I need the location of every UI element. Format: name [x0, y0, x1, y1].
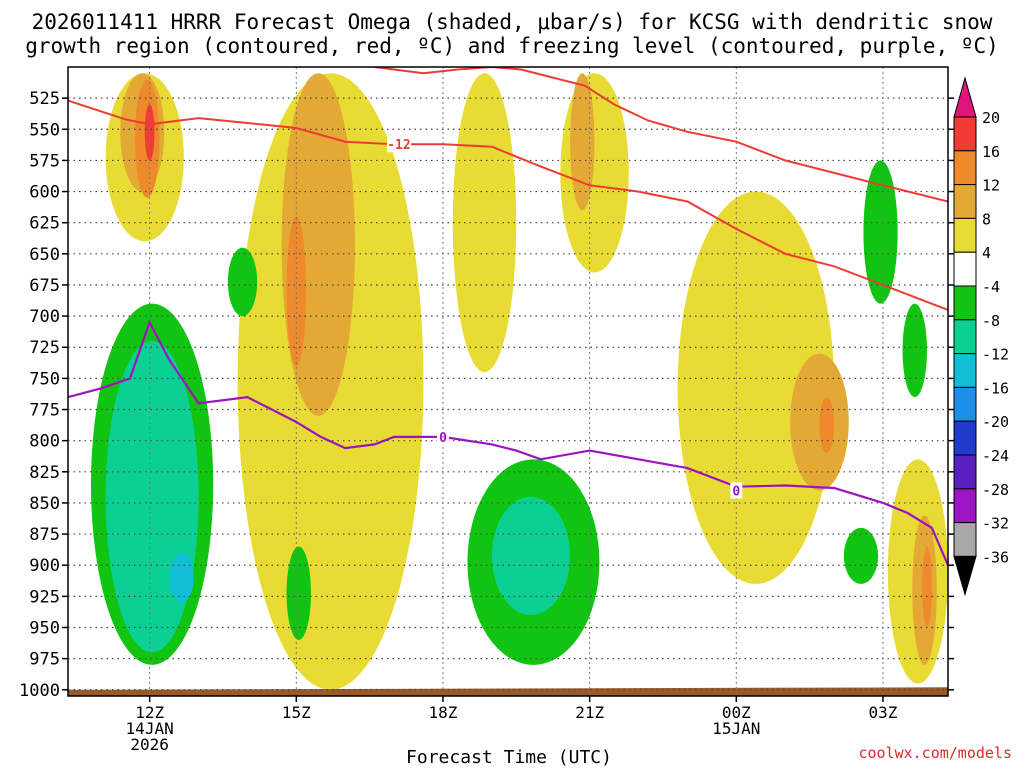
colorbar-bin--32--28: [953, 488, 977, 524]
colorbar-label--36: -36: [982, 548, 1009, 566]
x-tick-label-21Z-0: 21Z: [575, 703, 604, 722]
x-tick-label-12Z-0: 12Z: [135, 703, 164, 722]
colorbar-label--16: -16: [982, 379, 1009, 397]
colorbar-bin--8--4: [953, 285, 977, 321]
snow-growth-contour-upper: [374, 67, 948, 203]
colorbar: 20 16 12 8 4 -4 -8 -12 -16 -20 -24 -28 -32 -36: [953, 76, 1009, 597]
y-tick-label-675: 675: [29, 276, 60, 296]
omega-region-20: [491, 496, 571, 616]
contour-layer: [68, 67, 948, 566]
y-tick-label-950: 950: [29, 618, 60, 638]
freezing-level-contour-label-0: 0: [439, 431, 447, 446]
y-tick-label-825: 825: [29, 463, 60, 483]
colorbar-label-20: 20: [982, 109, 1000, 127]
omega-region-22: [286, 546, 311, 640]
colorbar-label--12: -12: [982, 346, 1009, 364]
colorbar-label--24: -24: [982, 447, 1009, 465]
y-tick-label-750: 750: [29, 369, 60, 389]
x-tick-label-00Z-0: 00Z: [722, 703, 751, 722]
y-tick-label-875: 875: [29, 525, 60, 545]
colorbar-bin--12--8: [953, 319, 977, 355]
colorbar-top-triangle: [953, 76, 977, 118]
omega-region-9: [570, 73, 595, 211]
x-tick-label-00Z-1: 15JAN: [712, 719, 760, 738]
omega-region-11: [790, 353, 849, 491]
credit-label: coolwx.com/models: [858, 744, 1012, 762]
colorbar-bin-16-20: [953, 116, 977, 152]
colorbar-label--28: -28: [982, 481, 1009, 499]
colorbar-bin--28--24: [953, 454, 977, 490]
snow-growth-label-bg: [386, 136, 411, 153]
freezing-level-label-bg-0: [436, 428, 449, 445]
chart-title-line-2: growth region (contoured, red, ºC) and f…: [25, 34, 999, 58]
colorbar-label-12: 12: [982, 177, 1000, 195]
y-tick-label-900: 900: [29, 556, 60, 576]
colorbar-label-16: 16: [982, 143, 1000, 161]
x-tick-label-15Z-0: 15Z: [282, 703, 311, 722]
colorbar-label-8: 8: [982, 210, 991, 228]
y-tick-label-925: 925: [29, 587, 60, 607]
omega-region-7: [452, 73, 517, 373]
contour-label-layer: -12 0 0: [386, 136, 743, 499]
colorbar-label--20: -20: [982, 413, 1009, 431]
x-tick-label-18Z-0: 18Z: [429, 703, 458, 722]
y-tick-label-800: 800: [29, 432, 60, 452]
y-tick-label-600: 600: [29, 183, 60, 203]
freezing-level-label-bg-1: [730, 482, 743, 499]
plot-area: -12 0 0 525 550 575 600 625 650 675 700 725 750 775 80…: [19, 66, 954, 754]
colorbar-bin--4-4: [953, 251, 977, 287]
grid-layer: [68, 67, 948, 696]
colorbar-label--4: -4: [982, 278, 1000, 296]
freezing-level-contour: [68, 319, 948, 566]
y-axis: 525 550 575 600 625 650 675 700 725 750 775 800 825 8…: [19, 89, 954, 701]
colorbar-bin-12-16: [953, 150, 977, 186]
x-tick-label-03Z-0: 03Z: [869, 703, 898, 722]
colorbar-label-4: 4: [982, 244, 991, 262]
y-tick-label-650: 650: [29, 245, 60, 265]
colorbar-bin-8-12: [953, 184, 977, 219]
chart-title-line-1: 2026011411 HRRR Forecast Omega (shaded, …: [32, 10, 993, 34]
y-tick-label-775: 775: [29, 401, 60, 421]
y-tick-label-1000: 1000: [19, 681, 60, 701]
colorbar-bottom-triangle: [953, 555, 977, 597]
omega-shading-layer: [68, 73, 948, 696]
x-tick-label-12Z-1: 14JAN: [126, 719, 174, 738]
omega-region-21: [227, 247, 258, 317]
omega-region-15: [922, 546, 932, 628]
omega-region-6: [286, 216, 307, 366]
colorbar-bin--36--32: [953, 522, 977, 557]
snow-growth-contour-label: -12: [387, 138, 410, 153]
omega-region-24: [902, 303, 927, 398]
omega-region-8: [560, 73, 629, 273]
omega-region-23: [863, 160, 898, 304]
y-tick-label-525: 525: [29, 89, 60, 109]
y-tick-label-700: 700: [29, 307, 60, 327]
x-tick-label-12Z-2: 2026: [130, 735, 169, 754]
x-axis-label: Forecast Time (UTC): [406, 747, 612, 768]
plot-frame: [67, 66, 949, 697]
y-tick-label-725: 725: [29, 338, 60, 358]
y-tick-label-975: 975: [29, 650, 60, 670]
colorbar-label--8: -8: [982, 312, 1000, 330]
omega-region-25: [843, 527, 879, 584]
omega-region-18: [169, 552, 194, 603]
freezing-level-contour-label-1: 0: [732, 484, 740, 499]
y-tick-label-550: 550: [29, 120, 60, 140]
colorbar-bin-4-8: [953, 217, 977, 253]
omega-region-12: [819, 397, 835, 454]
y-tick-label-850: 850: [29, 494, 60, 514]
y-tick-label-625: 625: [29, 214, 60, 234]
colorbar-label--32: -32: [982, 515, 1009, 533]
colorbar-bin--16--12: [953, 353, 977, 388]
colorbar-bin--24--20: [953, 420, 977, 456]
colorbar-bin--20--16: [953, 386, 977, 422]
snow-growth-contour-lower: [68, 99, 948, 311]
omega-region-17: [105, 341, 199, 653]
y-tick-label-575: 575: [29, 151, 60, 171]
